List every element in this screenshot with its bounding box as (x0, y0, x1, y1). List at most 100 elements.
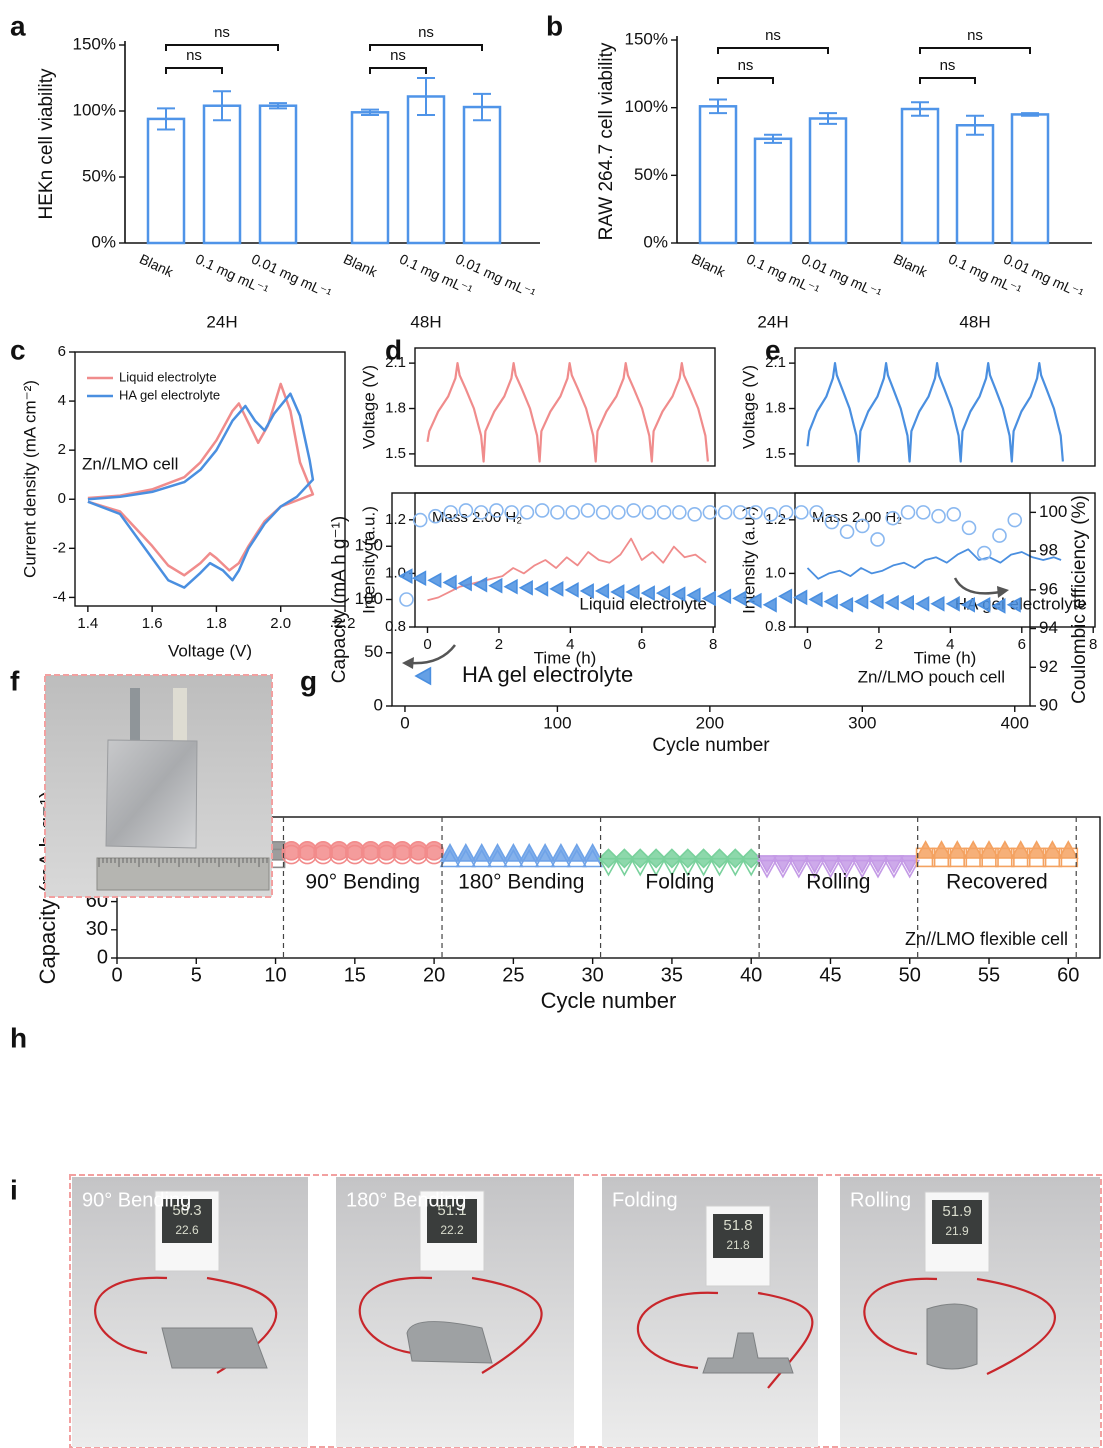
bar (406, 95, 446, 245)
data-line (426, 362, 709, 463)
data-point (640, 585, 655, 601)
data-point (488, 577, 503, 594)
thermometer-screen (427, 1199, 477, 1243)
error-bar (157, 107, 175, 131)
data-point (399, 592, 414, 607)
significance-bracket (369, 44, 483, 51)
data-point (534, 503, 550, 518)
bar (955, 124, 995, 245)
x-tick-label: 0 (423, 636, 431, 653)
data-point (915, 847, 936, 868)
data-point (550, 843, 572, 862)
x-tick-label: 20 (423, 964, 445, 986)
data-point (503, 848, 524, 868)
group-label: 48H (959, 312, 990, 331)
x-axis-label: Time (h) (914, 648, 977, 667)
data-point (518, 843, 540, 862)
y-tick-label: 30 (86, 918, 108, 940)
thermometer-reading: 21.8 (726, 1238, 750, 1252)
y-tick-label: 4 (58, 392, 66, 409)
x-tick-label: 6 (638, 636, 646, 653)
data-point (855, 518, 870, 534)
data-point (869, 593, 884, 610)
data-point (994, 840, 1016, 859)
data-point (931, 847, 952, 868)
data-point (946, 840, 968, 859)
y-axis-label: Current density (mA cm⁻²) (20, 380, 39, 578)
x-tick-label: 40 (740, 964, 762, 986)
data-point (899, 594, 915, 611)
data-point (550, 848, 572, 868)
annotation: Zn//LMO flexible cell (905, 929, 1068, 949)
plot-frame (414, 347, 716, 467)
data-point (641, 505, 657, 520)
data-point (487, 848, 508, 868)
wire (863, 1277, 1056, 1375)
segment-label: Rolling (806, 871, 870, 894)
annotation: Zn//LMO pouch cell (858, 667, 1005, 686)
data-point (1006, 596, 1021, 613)
data-point (455, 848, 477, 868)
data-point (398, 568, 413, 584)
y-axis-label: RAW 264.7 cell viability (596, 42, 617, 240)
y-tick-label: 1.5 (385, 445, 406, 462)
photo-caption: Rolling (850, 1189, 911, 1211)
y-axis-label: HEKn cell viability (36, 68, 57, 219)
data-point (424, 841, 444, 861)
flexible-cell (161, 1327, 268, 1369)
photo-caption: 180° Bending (346, 1189, 466, 1211)
data-point (655, 585, 671, 601)
y-tick-label: 0.8 (765, 618, 786, 635)
thermometer-reading: 22.6 (175, 1223, 199, 1237)
data-point (297, 844, 318, 865)
data-point (645, 857, 667, 877)
data-point (313, 844, 333, 865)
data-point (503, 578, 518, 595)
x-tick-label: 60 (1057, 964, 1079, 986)
y2-tick-label: 96 (1039, 579, 1058, 598)
segment-label: Recovered (946, 871, 1048, 894)
significance-label: ns (738, 57, 754, 74)
y2-tick-label: 90 (1039, 695, 1058, 714)
y-tick-label: 1.2 (385, 511, 406, 528)
data-point (793, 589, 808, 606)
data-point (762, 596, 777, 613)
thermometer-reading: 51.9 (942, 1203, 971, 1220)
y-tick-label: 100% (73, 100, 116, 119)
data-point (329, 844, 349, 865)
data-point (427, 572, 442, 589)
segment-label: Folding (645, 871, 714, 894)
significance-bracket (165, 67, 223, 74)
data-line (87, 392, 315, 589)
bar (808, 117, 848, 245)
y-tick-label: 150 (355, 536, 383, 555)
x-tick-label: 1.6 (142, 615, 163, 632)
significance-bracket (717, 47, 829, 54)
data-point (392, 844, 413, 865)
y-tick-label: 1.0 (385, 564, 406, 581)
data-point (412, 570, 427, 587)
y-tick-label: 1.8 (385, 399, 406, 416)
error-bar (213, 90, 231, 122)
data-point (564, 582, 579, 598)
data-point (732, 590, 747, 607)
data-point (930, 595, 945, 612)
y-axis-label: Capacity (mA h g⁻¹) (329, 516, 350, 683)
data-point (614, 857, 635, 877)
data-point (360, 844, 381, 865)
thermometer-reading: 21.9 (945, 1224, 969, 1238)
y-axis-label: Intensity (a.u.) (739, 506, 758, 614)
data-point (963, 847, 983, 868)
bar (146, 117, 186, 245)
y-tick-label: 6 (58, 343, 66, 360)
group-label: 48H (410, 312, 441, 331)
data-point (960, 596, 976, 613)
data-point (534, 848, 556, 868)
data-point (1042, 847, 1063, 868)
data-point (702, 505, 718, 520)
data-point (428, 508, 443, 524)
data-line (87, 382, 315, 577)
data-point (626, 503, 641, 518)
